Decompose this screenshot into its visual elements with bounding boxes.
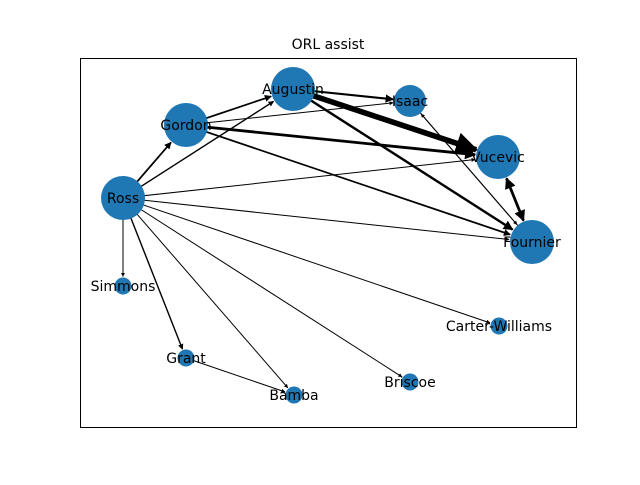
edge-ross-to-fournier [122,197,510,242]
edge-augustin-to-vucevic [292,86,479,155]
node-bamba [285,386,303,404]
chart-title: ORL assist [292,37,365,53]
edge-ross-to-briscoe [122,197,403,378]
node-label-vucevic: Vucevic [471,150,525,166]
edge-ross-to-bamba [122,197,289,389]
node-grant [177,349,195,367]
edge-ross-to-vucevic [122,157,476,199]
labels-layer: Augustin Isaac Vucevic Fournier Gordon Ross Si… [91,82,561,404]
node-label-grant: Grant [166,351,206,367]
node-isaac [394,85,426,117]
edge-gordon-to-fournier [185,124,511,236]
node-briscoe [401,373,419,391]
node-label-gordon: Gordon [160,118,211,134]
node-label-simmons: Simmons [91,279,156,295]
edge-ross-to-grant [122,197,184,350]
node-label-ross: Ross [107,191,139,207]
node-label-briscoe: Briscoe [384,375,435,391]
edge-gordon-to-isaac [185,101,394,126]
nodes-layer [101,67,554,404]
node-carter-williams [490,317,508,335]
node-simmons [114,277,132,295]
edge-gordon-to-vucevic [185,123,477,160]
node-label-augustin: Augustin [262,82,324,98]
node-augustin [271,67,315,111]
edges-layer [121,86,533,393]
edge-fournier-to-isaac [420,113,533,243]
edge-augustin-to-fournier [292,87,514,231]
node-label-fournier: Fournier [503,235,561,251]
node-gordon [164,103,208,147]
edge-grant-to-bamba [185,357,286,393]
node-fournier [510,220,554,264]
node-label-bamba: Bamba [269,388,318,404]
edge-ross-to-carter-williams [122,197,491,324]
node-ross [101,176,145,220]
edge-ross-to-augustin [122,100,275,199]
edge-vucevic-to-fournier [505,177,525,222]
plot-frame [80,58,577,428]
node-vucevic [476,135,520,179]
node-label-carter-williams: Carter-Williams [446,319,552,335]
node-label-isaac: Isaac [392,94,428,110]
